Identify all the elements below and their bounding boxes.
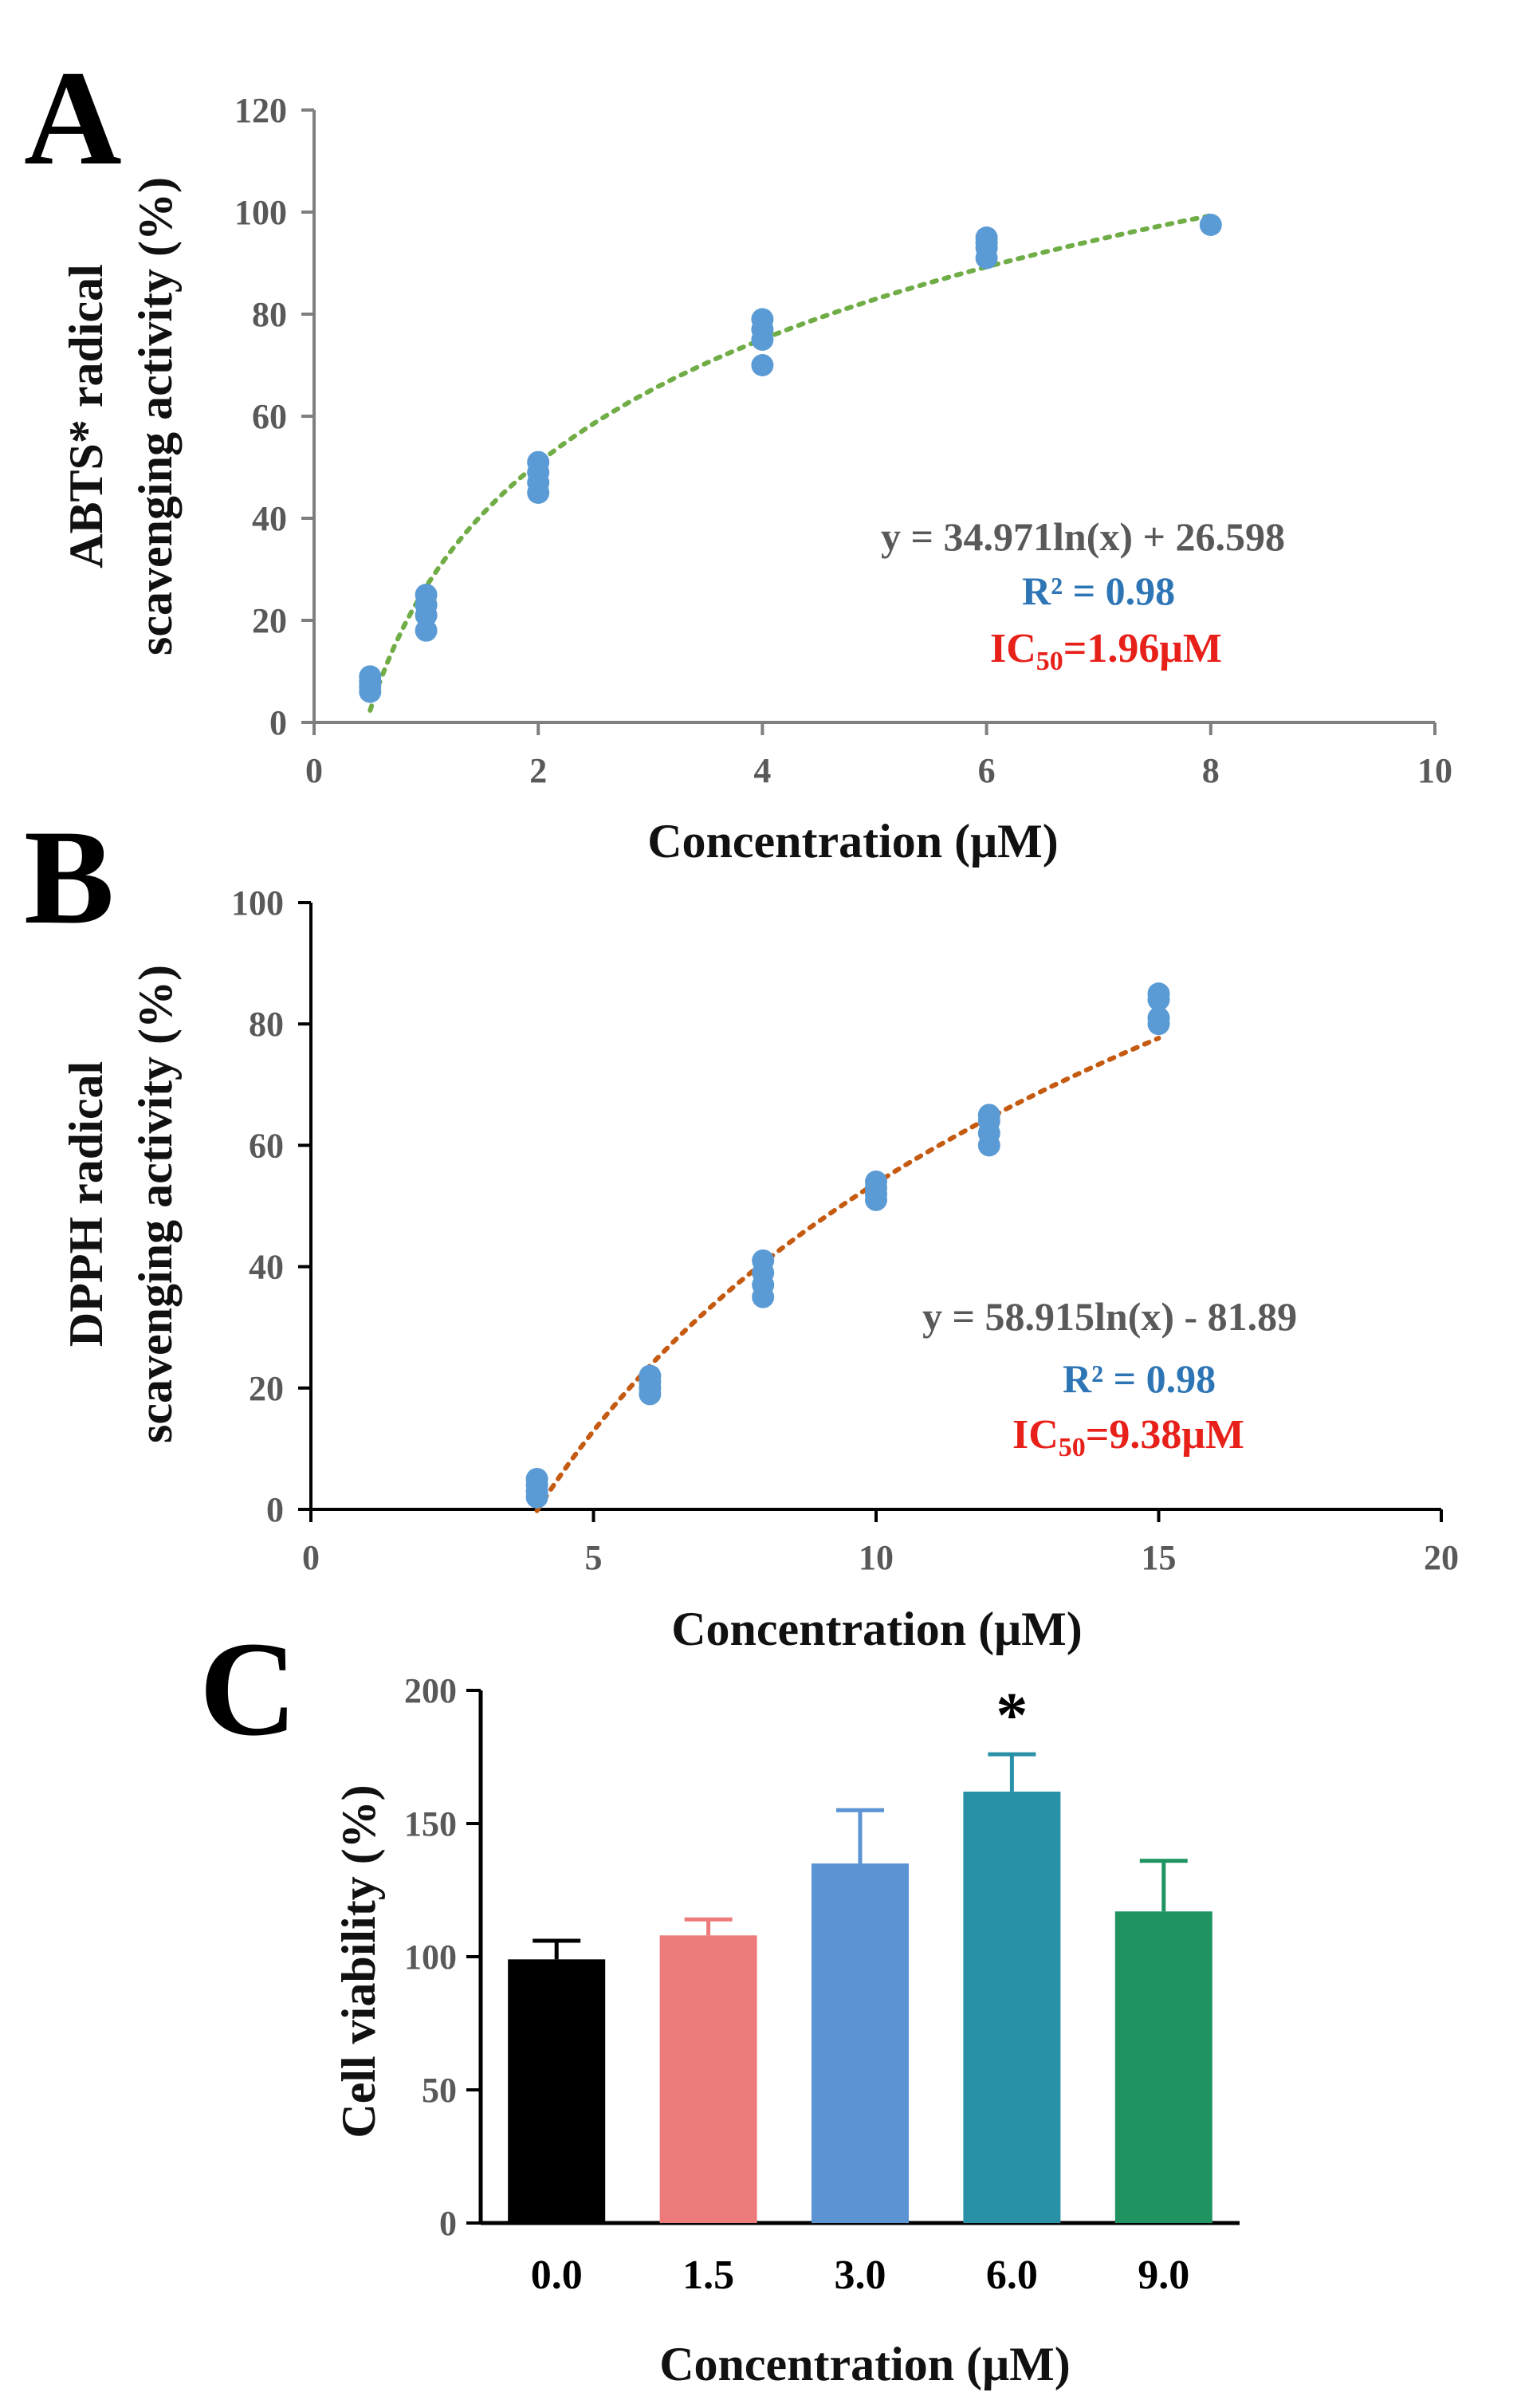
panel-b-ic50-value: =9.38μM — [1086, 1412, 1244, 1458]
panel-b-x-axis-title: Concentration (μM) — [671, 1603, 1083, 1655]
panel-b-ic50: IC50=9.38μM — [1012, 1412, 1244, 1462]
y-tick-label: 20 — [249, 1369, 284, 1408]
panel-a-y-axis-title-line1: ABTS* radical — [60, 264, 112, 569]
panel-c-letter: C — [199, 1614, 297, 1764]
panel-b-r-squared: R² = 0.98 — [1063, 1356, 1216, 1401]
panel-c-y-axis-title: Cell viability (%) — [332, 1784, 385, 2138]
panel-a-abts-chart: A 0 20 40 60 80 100 120 0 2 4 6 8 10 Concentration … — [24, 43, 1452, 868]
panel-a-x-axis-title: Concentration (μM) — [647, 815, 1059, 868]
y-tick-label: 80 — [252, 295, 287, 334]
data-point — [525, 1467, 548, 1490]
data-point — [1199, 214, 1222, 236]
x-tick-label: 8 — [1202, 751, 1220, 790]
data-point — [865, 1171, 887, 1194]
panel-b-y-axis-title-line1: DPPH radical — [60, 1061, 112, 1347]
data-point — [975, 226, 998, 249]
panel-a-ic50: IC50=1.96μM — [990, 626, 1222, 676]
y-tick-label: 200 — [404, 1671, 457, 1710]
bar — [659, 1935, 757, 2223]
y-tick-label: 0 — [439, 2204, 457, 2243]
y-tick-label: 80 — [249, 1005, 284, 1044]
data-point — [527, 451, 550, 474]
panel-b-y-axis-title-line2: scavenging activity (%) — [129, 965, 182, 1443]
y-tick-label: 40 — [249, 1248, 284, 1287]
data-point — [1147, 1006, 1170, 1029]
x-tick-label: 4 — [753, 751, 771, 790]
panel-a-ic50-prefix: IC — [990, 626, 1036, 671]
panel-a-equation: y = 34.971ln(x) + 26.598 — [881, 514, 1285, 559]
x-tick-label: 15 — [1142, 1538, 1177, 1577]
panel-a-y-axis-title-line2: scavenging activity (%) — [129, 177, 182, 655]
data-point — [752, 1249, 775, 1272]
panel-a-ic50-subscript: 50 — [1036, 647, 1063, 676]
y-tick-label: 60 — [252, 397, 287, 436]
x-tick-label: 0 — [302, 1538, 320, 1577]
y-tick-label: 150 — [404, 1804, 457, 1843]
y-tick-label: 20 — [252, 601, 287, 640]
panel-b-equation: y = 58.915ln(x) - 81.89 — [922, 1294, 1297, 1339]
data-point — [751, 308, 774, 331]
y-tick-label: 60 — [249, 1126, 284, 1165]
data-point — [1147, 982, 1170, 1005]
panel-b-letter: B — [24, 802, 114, 952]
panel-b-ic50-prefix: IC — [1012, 1412, 1059, 1458]
panel-c-x-axis-title: Concentration (μM) — [659, 2338, 1071, 2390]
panel-c-cell-viability-chart: C 0 50 100 150 200 * 0.0 1.5 3.0 6.0 9.0 Concent… — [199, 1614, 1240, 2390]
x-tick-label: 6 — [978, 751, 996, 790]
y-tick-label: 100 — [231, 883, 284, 923]
panel-a-ic50-value: =1.96μM — [1063, 626, 1222, 671]
y-tick-label: 50 — [422, 2071, 457, 2110]
bar — [963, 1791, 1061, 2223]
panel-b-dpph-chart: B 0 20 40 60 80 100 0 5 10 15 20 Concentration (μ… — [24, 802, 1459, 1655]
panel-a-r-squared: R² = 0.98 — [1022, 569, 1175, 613]
bar — [812, 1863, 909, 2223]
bar — [1114, 1911, 1212, 2223]
x-tick-label: 0 — [305, 751, 323, 790]
data-point — [359, 665, 382, 688]
x-tick-label: 20 — [1424, 1538, 1459, 1577]
x-category-label: 0.0 — [531, 2253, 583, 2298]
y-tick-label: 0 — [266, 1490, 284, 1529]
significance-marker: * — [996, 1681, 1028, 1751]
x-tick-label: 5 — [585, 1538, 603, 1577]
data-point — [977, 1104, 1000, 1127]
x-category-label: 6.0 — [986, 2253, 1038, 2298]
data-point — [415, 584, 438, 606]
y-tick-label: 40 — [252, 499, 287, 538]
bar — [508, 1959, 606, 2223]
y-tick-label: 120 — [234, 91, 287, 130]
x-tick-label: 10 — [1417, 751, 1452, 790]
y-tick-label: 0 — [269, 703, 287, 742]
data-point — [751, 354, 774, 376]
panel-a-letter: A — [24, 43, 122, 193]
x-category-label: 9.0 — [1138, 2253, 1189, 2298]
data-point — [415, 619, 438, 642]
x-tick-label: 10 — [859, 1538, 894, 1577]
x-tick-label: 2 — [529, 751, 547, 790]
panel-a-trendline — [367, 213, 1213, 713]
y-tick-label: 100 — [404, 1938, 457, 1977]
y-tick-label: 100 — [234, 193, 287, 232]
data-point — [639, 1364, 662, 1387]
x-category-label: 1.5 — [682, 2253, 734, 2298]
panel-b-ic50-subscript: 50 — [1059, 1433, 1086, 1462]
x-category-label: 3.0 — [835, 2253, 886, 2298]
